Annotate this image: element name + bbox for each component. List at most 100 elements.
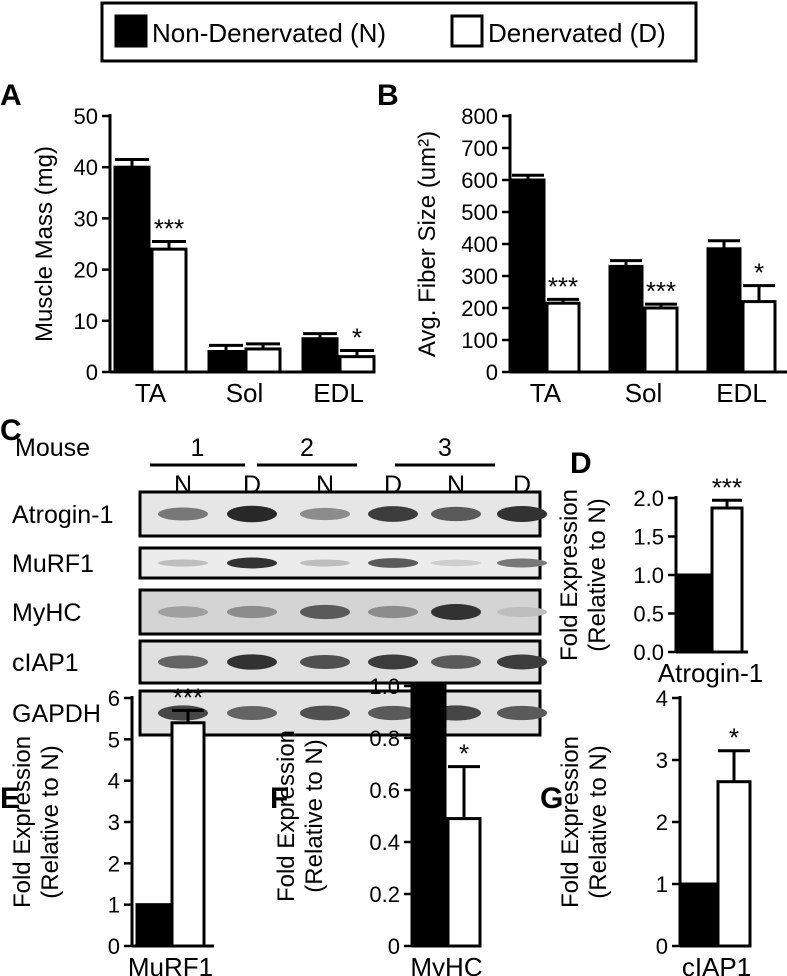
y-tick-label: 700 xyxy=(461,136,498,161)
bar-non-denervated xyxy=(608,264,644,374)
legend-label-non-denervated: Non-Denervated (N) xyxy=(152,18,386,48)
legend-swatch-denervated xyxy=(450,14,484,48)
blot-band xyxy=(300,559,350,567)
blot-mouse-number: 1 xyxy=(191,434,205,462)
y-tick-label: 600 xyxy=(461,168,498,193)
x-category-label: MyHC xyxy=(410,952,482,976)
blot-band xyxy=(300,654,350,670)
bar-denervated xyxy=(170,721,206,948)
bar-non-denervated xyxy=(301,337,339,374)
bar-non-denervated xyxy=(681,882,717,948)
significance-marker: * xyxy=(754,258,764,288)
y-tick-label: 4 xyxy=(108,769,120,794)
y-tick-label: 0.8 xyxy=(369,726,400,751)
bar-non-denervated xyxy=(113,165,151,374)
y-axis-label-line2: (Relative to N) xyxy=(37,745,64,898)
y-tick-label: 0.2 xyxy=(369,882,400,907)
y-tick-label: 400 xyxy=(461,232,498,257)
x-category-label: Sol xyxy=(625,378,663,408)
y-axis-label: Fold Expression xyxy=(273,730,300,902)
y-tick-label: 0 xyxy=(656,934,668,959)
legend-label-denervated: Denervated (D) xyxy=(488,18,666,48)
significance-marker: * xyxy=(459,739,469,769)
y-axis-label: Fold Expression xyxy=(556,489,583,661)
y-axis-label-line2: (Relative to N) xyxy=(585,745,612,898)
panel-letter-f: F xyxy=(270,782,288,815)
blot-band xyxy=(227,706,277,720)
y-tick-label: 3 xyxy=(108,810,120,835)
bar-denervated xyxy=(643,306,679,374)
bar-denervated xyxy=(716,780,752,948)
blot-row-label: MuRF1 xyxy=(12,550,94,578)
blot-row-label: GAPDH xyxy=(12,700,101,728)
bar-non-denervated xyxy=(677,573,711,654)
y-tick-label: 3 xyxy=(656,748,668,773)
panel-b: B 0 100 200 300 400 500 600 700 800 Avg. Fiber Si… xyxy=(377,79,787,408)
y-tick-label: 0 xyxy=(86,360,98,385)
bar-non-denervated xyxy=(207,350,245,374)
panel-c-western-blot: C Mouse 1 2 3N D N D N DAtrogin-1MuRF1MyHCcIAP1G… xyxy=(0,414,547,737)
y-tick-label: 1.0 xyxy=(369,674,400,699)
blot-band xyxy=(158,507,208,521)
x-category-label: cIAP1 xyxy=(682,952,751,976)
panel-letter-g: G xyxy=(540,782,563,815)
y-tick-label: 2 xyxy=(656,810,668,835)
y-tick-label: 2 xyxy=(108,851,120,876)
y-tick-label: 0.4 xyxy=(369,830,400,855)
blot-row-label: Atrogin-1 xyxy=(12,501,113,529)
bar-denervated xyxy=(338,355,376,374)
y-tick-label: 30 xyxy=(74,206,98,231)
x-category-label: EDL xyxy=(716,378,767,408)
y-axis-label: Fold Expression xyxy=(557,736,584,908)
x-category-label: TA xyxy=(135,378,167,408)
bar-non-denervated xyxy=(706,247,742,374)
y-tick-label: 200 xyxy=(461,296,498,321)
bar-denervated xyxy=(710,506,744,654)
y-tick-label: 50 xyxy=(74,104,98,129)
x-category-label: Sol xyxy=(226,378,264,408)
legend-swatch-non-denervated xyxy=(114,14,148,48)
blot-band xyxy=(158,559,208,567)
y-axis-label: Avg. Fiber Size (um²) xyxy=(414,131,441,357)
significance-marker: *** xyxy=(154,213,184,243)
y-tick-label: 6 xyxy=(108,686,120,711)
blot-band xyxy=(158,655,208,669)
blot-band xyxy=(368,654,418,670)
y-tick-label: 1.0 xyxy=(633,563,664,588)
y-axis-label: Fold Expression xyxy=(9,736,36,908)
blot-band xyxy=(497,505,547,523)
y-tick-label: 100 xyxy=(461,328,498,353)
blot-mouse-number: 2 xyxy=(300,434,314,462)
bar-non-denervated xyxy=(411,684,447,948)
blot-band xyxy=(300,604,350,620)
blot-band xyxy=(227,505,277,523)
blot-band xyxy=(300,705,350,721)
x-category-label: MuRF1 xyxy=(128,952,213,976)
panel-a: A 0 10 20 30 40 50 Muscle Mass (mg) *** TA Sol * ED… xyxy=(0,79,376,408)
blot-row-label: cIAP1 xyxy=(12,649,79,677)
bar-denervated xyxy=(150,247,188,374)
significance-marker: *** xyxy=(548,271,578,301)
panel-letter-c: C xyxy=(0,414,22,447)
y-tick-label: 0.5 xyxy=(633,602,664,627)
y-tick-label: 0 xyxy=(108,934,120,959)
blot-band xyxy=(368,705,418,721)
blot-band xyxy=(431,506,481,522)
y-tick-label: 0.6 xyxy=(369,778,400,803)
y-tick-label: 20 xyxy=(74,258,98,283)
blot-band xyxy=(497,654,547,670)
blot-band xyxy=(368,558,418,568)
panel-d: D 0.0 0.5 1.0 1.5 2.0 Fold Expression (Relativ… xyxy=(556,447,763,688)
blot-band xyxy=(497,558,547,568)
blot-band xyxy=(497,705,547,721)
panel-f: F 0 0.2 0.4 0.6 0.8 1.0 Fold Expression (Relati… xyxy=(270,674,483,976)
blot-band xyxy=(368,506,418,522)
significance-marker: *** xyxy=(712,472,742,502)
significance-marker: *** xyxy=(646,276,676,306)
blot-band xyxy=(227,557,277,569)
blot-row-label: MyHC xyxy=(12,599,81,627)
bar-denervated xyxy=(545,301,581,374)
significance-marker: *** xyxy=(173,682,203,712)
bar-non-denervated xyxy=(135,903,171,948)
y-tick-label: 800 xyxy=(461,104,498,129)
